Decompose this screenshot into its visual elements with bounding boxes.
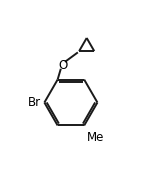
Text: Br: Br (27, 96, 41, 109)
Text: Me: Me (87, 131, 105, 144)
Text: O: O (58, 59, 67, 72)
